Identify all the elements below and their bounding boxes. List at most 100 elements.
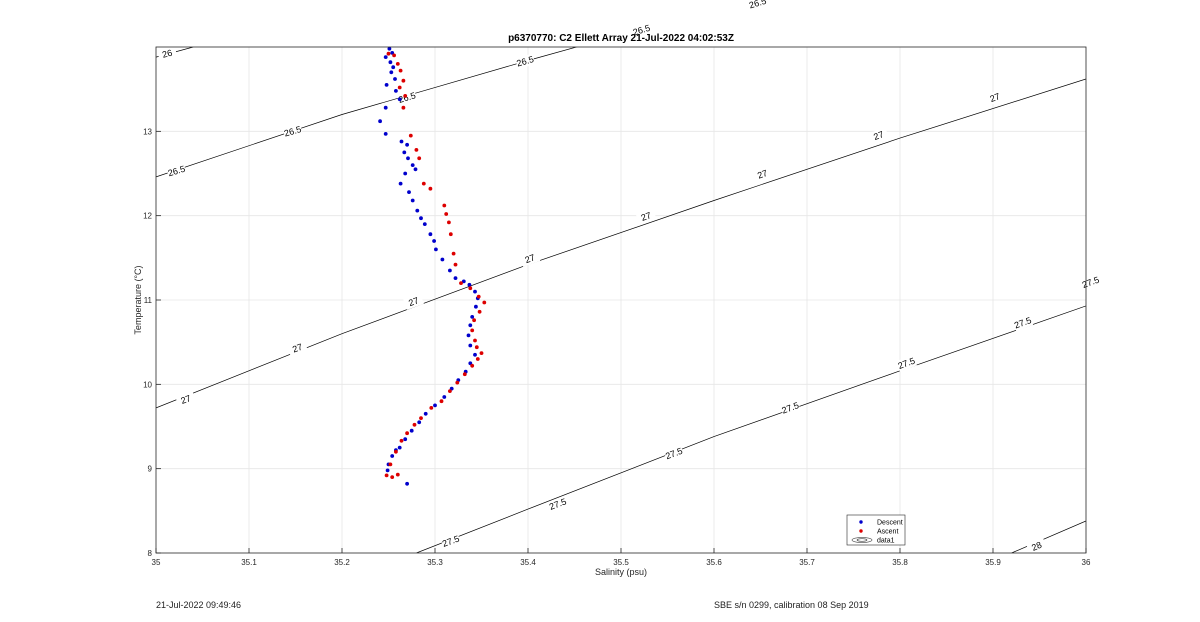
density-contour-label-background — [440, 532, 462, 550]
axis-ticks: 35 35.1 35.2 35.3 35.4 35.5 35.6 35.7 35.8 35.9 36… — [143, 127, 1091, 567]
ascent-point — [428, 186, 433, 191]
descent-point — [390, 454, 395, 458]
ascent-point — [455, 380, 460, 385]
footer-timestamp: 21-Jul-2022 09:49:46 — [156, 600, 242, 610]
density-contour-label: 26 — [157, 46, 178, 62]
legend-ascent-marker — [859, 529, 863, 533]
descent-point — [422, 222, 427, 227]
descent-point — [468, 343, 473, 348]
ascent-point — [388, 462, 393, 467]
descent-point — [394, 89, 398, 93]
density-contour-label-background — [868, 127, 889, 144]
density-contour-label-text: 27 — [524, 252, 537, 265]
ascent-point — [444, 212, 449, 216]
ascent-point — [451, 251, 456, 256]
density-contour-label-background — [175, 391, 197, 408]
ascent-point — [414, 148, 419, 152]
ascent-point — [395, 472, 400, 477]
ascent-point — [473, 338, 477, 343]
ascent-point — [398, 68, 403, 73]
descent-point — [407, 190, 411, 195]
descent-point — [461, 279, 466, 284]
legend-box — [846, 514, 906, 546]
descent-point — [467, 282, 472, 287]
density-contour-line — [156, 47, 578, 178]
descent-point — [393, 77, 397, 81]
ascent-point — [470, 363, 475, 368]
y-tick-label: 8 — [148, 549, 153, 558]
x-tick-label: 35.5 — [613, 558, 629, 567]
density-contour-label: 26.5 — [631, 22, 652, 38]
density-contour-label-background — [519, 250, 541, 267]
descent-point — [434, 247, 438, 252]
density-contour-label-text: 26.5 — [397, 90, 417, 105]
density-contour-label-text: 27 — [872, 129, 885, 142]
x-tick-label: 35.6 — [706, 558, 722, 567]
ascent-point — [442, 203, 447, 208]
density-contour-label-text: 26.5 — [632, 23, 652, 38]
density-contour-label-text: 27 — [756, 168, 769, 181]
descent-point — [474, 304, 478, 309]
x-tick-label: 35.7 — [799, 558, 815, 567]
density-contour-label-text: 27 — [407, 295, 420, 308]
descent-point — [473, 352, 477, 357]
ascent-point — [384, 473, 389, 478]
y-axis-label: Temperature (°C) — [133, 265, 143, 334]
grid-lines — [156, 47, 1086, 553]
ascent-point — [462, 372, 467, 377]
density-contour-label: 27 — [287, 339, 308, 357]
descent-point — [391, 65, 396, 70]
density-contour-label-background — [403, 293, 424, 310]
y-tick-label: 11 — [144, 296, 153, 305]
ascent-point — [401, 105, 406, 110]
y-tick-label: 10 — [143, 380, 152, 389]
descent-point — [473, 289, 477, 294]
descent-point — [405, 142, 409, 147]
legend-contour-marker-inner — [856, 538, 868, 542]
descent-point — [403, 171, 408, 176]
ascent-point — [475, 357, 480, 361]
ascent-point — [408, 133, 413, 138]
descent-point — [383, 105, 388, 110]
x-axis-label: Salinity (psu) — [595, 567, 647, 577]
y-tick-label: 12 — [143, 212, 152, 221]
ascent-point — [474, 345, 479, 350]
density-contour-line — [1011, 520, 1086, 553]
x-tick-label: 35.2 — [334, 558, 350, 567]
descent-point — [397, 445, 402, 450]
descent-point — [397, 97, 402, 102]
ascent-point — [476, 294, 481, 299]
ascent-point — [417, 156, 422, 161]
y-tick-label: 9 — [148, 465, 153, 474]
ascent-point — [482, 300, 487, 305]
ascent-point — [394, 449, 398, 454]
y-tick-label: 13 — [143, 127, 152, 136]
density-contour-label: 27 — [403, 293, 424, 310]
density-contour-label: 26.5 — [747, 0, 768, 11]
descent-point — [385, 468, 390, 473]
descent-point — [378, 119, 382, 124]
descent-point — [432, 239, 436, 243]
density-contour-label: 27 — [519, 250, 541, 267]
descent-point — [413, 167, 418, 172]
density-contour-label-background — [896, 355, 917, 372]
density-contour-label-text: 28 — [1030, 540, 1043, 553]
descent-point — [383, 132, 388, 136]
descent-point — [468, 323, 473, 328]
descent-point — [406, 156, 410, 161]
x-tick-label: 35.4 — [520, 558, 536, 567]
descent-point — [399, 139, 404, 144]
ascent-point — [419, 416, 423, 420]
descent-point — [402, 150, 407, 155]
descent-point — [383, 55, 388, 59]
ascent-point — [429, 406, 434, 410]
ascent-point — [386, 51, 391, 56]
descent-point — [419, 216, 423, 221]
ascent-point — [403, 94, 408, 98]
ascent-point — [405, 431, 409, 436]
ascent-point — [453, 262, 458, 267]
density-contour-labels: 26 26.5 26.5 26.5 26.5 26.5 26.5 27 27 27 27 27 27 27… — [157, 0, 1102, 555]
x-tick-label: 36 — [1082, 558, 1091, 567]
density-contour-label: 27 — [752, 166, 773, 183]
descent-point — [410, 198, 415, 203]
